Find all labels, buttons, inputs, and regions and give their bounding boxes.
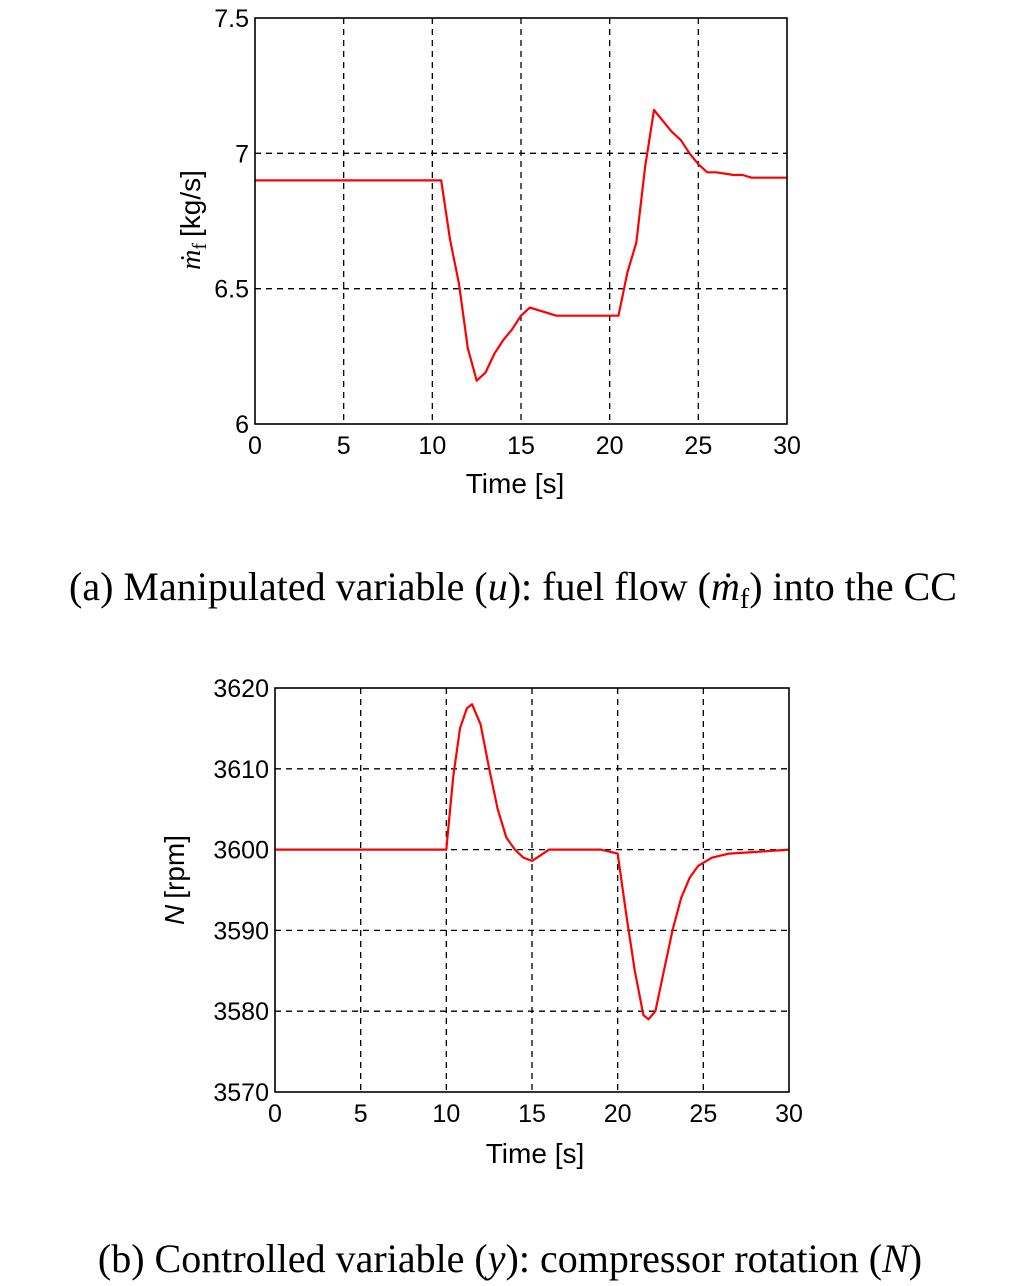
chart-b-y-tick-label: 3620 [213, 675, 269, 703]
chart-b-caption-var: y [484, 1236, 506, 1281]
chart-b-y-symbol: N [159, 904, 190, 925]
chart-a-caption-symbol: ṁ [711, 564, 740, 609]
chart-a-y-tick-label: 7.5 [214, 5, 249, 33]
chart-a-y-ticks: 6 6.5 7 7.5 [214, 5, 249, 439]
chart-a-y-unit: [kg/s] [175, 170, 206, 237]
chart-b-x-tick-label: 5 [354, 1100, 368, 1128]
chart-a-y-tick-label: 7 [235, 140, 249, 168]
chart-b-x-tick-label: 25 [689, 1100, 717, 1128]
chart-b-y-tick-label: 3570 [213, 1079, 269, 1107]
chart-b-y-tick-label: 3580 [213, 998, 269, 1026]
chart-b-y-tick-label: 3600 [213, 837, 269, 865]
chart-a-plot-area [254, 17, 788, 425]
chart-a-grid [255, 18, 787, 424]
chart-b-caption: (b) Controlled variable (y): compressor … [98, 1236, 922, 1281]
chart-a-caption-subscript: f [740, 584, 750, 615]
chart-b-caption-prefix: (b) Controlled variable ( [98, 1236, 488, 1281]
chart-a-y-tick-label: 6 [235, 411, 249, 439]
chart-b-plot-area [274, 687, 790, 1093]
chart-a-x-tick-label: 10 [418, 432, 446, 460]
chart-b-x-tick-label: 20 [604, 1100, 632, 1128]
chart-a-series [255, 108, 787, 382]
chart-b-y-tick-label: 3610 [213, 756, 269, 784]
chart-a-x-tick-label: 0 [248, 432, 262, 460]
chart-b-y-unit: [rpm] [159, 835, 190, 899]
chart-a-y-symbol: ṁ [176, 250, 207, 270]
chart-a-caption-suffix: ) into the CC [749, 564, 957, 609]
chart-a-x-tick-label: 30 [773, 432, 801, 460]
chart-a-y-subscript: f [189, 243, 211, 250]
chart-a-caption-mid: ): fuel flow ( [508, 564, 711, 609]
chart-b-x-tick-label: 10 [432, 1100, 460, 1128]
chart-a-x-ticks: 0 5 10 15 20 25 30 [248, 432, 801, 460]
chart-b-caption-suffix: ) [909, 1236, 922, 1281]
chart-b-y-tick-label: 3590 [213, 917, 269, 945]
chart-b-y-label: N [rpm] [159, 835, 190, 925]
chart-a-caption-prefix: (a) Manipulated variable ( [69, 564, 488, 609]
chart-b-series [275, 703, 790, 1021]
chart-a-y-label: ṁf [kg/s] [175, 170, 211, 270]
chart-a-y-tick-label: 6.5 [214, 276, 249, 304]
chart-b-x-tick-label: 0 [268, 1100, 282, 1128]
chart-a-x-tick-label: 15 [507, 432, 535, 460]
chart-b-series-line [275, 703, 790, 1021]
chart-a-caption-var: u [488, 564, 508, 609]
chart-a-x-tick-label: 5 [337, 432, 351, 460]
chart-a-caption: (a) Manipulated variable (u): fuel flow … [69, 564, 957, 615]
chart-b: 0 5 10 15 20 25 30 3570 3580 3590 3600 3610 3620 Ti… [98, 675, 922, 1281]
chart-a-series-line [255, 108, 787, 382]
chart-b-x-label: Time [s] [486, 1138, 585, 1169]
chart-b-y-ticks: 3570 3580 3590 3600 3610 3620 [213, 675, 269, 1107]
chart-a-x-tick-label: 20 [596, 432, 624, 460]
chart-b-x-tick-label: 30 [775, 1100, 803, 1128]
chart-b-caption-symbol: N [881, 1236, 911, 1281]
chart-b-x-ticks: 0 5 10 15 20 25 30 [268, 1100, 803, 1128]
chart-b-caption-mid: ): compressor rotation ( [506, 1236, 883, 1281]
chart-b-x-tick-label: 15 [518, 1100, 546, 1128]
chart-b-grid [275, 688, 789, 1092]
chart-a-x-tick-label: 25 [684, 432, 712, 460]
chart-a: 0 5 10 15 20 25 30 66.577.5 Time [s] ṁf[kg/s] … [69, 5, 957, 615]
chart-a-x-label: Time [s] [466, 468, 565, 499]
